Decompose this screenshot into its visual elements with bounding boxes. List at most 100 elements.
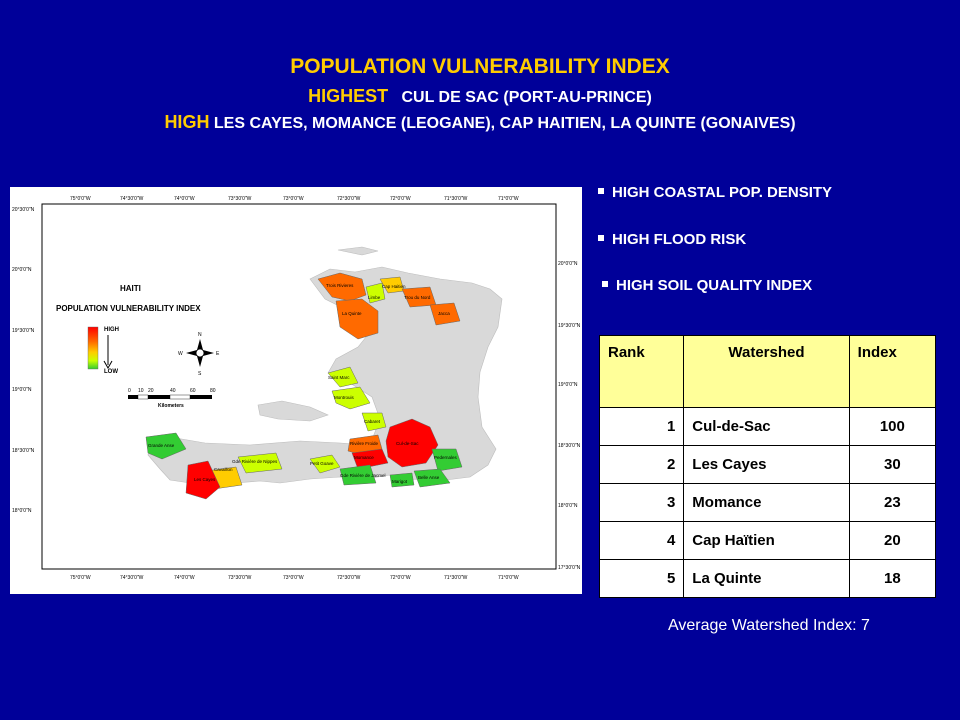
lon-label: 74°0'0"W bbox=[174, 575, 195, 581]
scale-label: 20 bbox=[148, 388, 154, 394]
watershed-belle-anse bbox=[413, 468, 451, 488]
watershed-momance bbox=[351, 448, 389, 470]
bullet-item: HIGH SOIL QUALITY INDEX bbox=[602, 277, 812, 294]
watershed-saint-marc bbox=[327, 366, 359, 388]
watershed-petit-goave bbox=[309, 454, 341, 474]
legend-arrow-head bbox=[103, 360, 113, 370]
compass-icon: N S E W bbox=[178, 332, 220, 377]
lat-label: 20°30'0"N bbox=[12, 207, 35, 213]
lon-label: 73°30'0"W bbox=[228, 196, 252, 202]
lat-label: 19°0'0"N bbox=[558, 382, 578, 388]
watershed-les-cayes bbox=[185, 460, 221, 500]
watershed-limbe bbox=[365, 282, 386, 304]
lon-label: 72°0'0"W bbox=[390, 575, 411, 581]
watershed-trois-rivieres bbox=[317, 272, 367, 302]
high-line: HIGH LES CAYES, MOMANCE (LEOGANE), CAP H… bbox=[0, 112, 960, 133]
watershed-marigot bbox=[389, 472, 415, 488]
lon-label: 71°30'0"W bbox=[444, 196, 468, 202]
scale-label: 80 bbox=[210, 388, 216, 394]
map-country-label: HAITI bbox=[120, 284, 141, 293]
lon-label: 75°0'0"W bbox=[70, 575, 91, 581]
lat-label: 19°0'0"N bbox=[12, 387, 32, 393]
high-text: LES CAYES, MOMANCE (LEOGANE), CAP HAITIE… bbox=[213, 115, 796, 132]
compass-w: W bbox=[178, 351, 183, 357]
cell-watershed: Momance bbox=[683, 483, 850, 522]
lon-label: 74°30'0"W bbox=[120, 196, 144, 202]
label-trou-du-nord: Trou du Nord bbox=[404, 295, 431, 300]
highest-label: HIGHEST bbox=[308, 86, 389, 106]
lon-label: 73°30'0"W bbox=[228, 575, 252, 581]
label-pedernales: Pedernales bbox=[434, 455, 458, 460]
label-trois-rivieres: Trois Rivieres bbox=[326, 283, 354, 288]
cell-watershed: Les Cayes bbox=[683, 445, 850, 484]
table-row: 2 Les Cayes 30 bbox=[598, 445, 937, 484]
watersheds bbox=[145, 272, 463, 500]
watershed-nippes bbox=[237, 452, 283, 474]
label-cul-de-sac: Cul-de-Sac bbox=[396, 441, 419, 446]
lat-label: 19°30'0"N bbox=[12, 328, 35, 334]
label-jacmel: Gde Rivière de Jacmel bbox=[340, 473, 386, 478]
bullet-item: HIGH FLOOD RISK bbox=[598, 231, 746, 248]
label-montrouis: Montrouis bbox=[334, 395, 355, 400]
label-cap-haitien: Cap Haitien bbox=[382, 284, 406, 289]
lat-label: 17°30'0"N bbox=[558, 565, 581, 571]
lon-label: 72°30'0"W bbox=[337, 196, 361, 202]
cell-rank: 2 bbox=[598, 445, 685, 484]
lat-labels-left: 20°30'0"N 20°0'0"N 19°30'0"N 19°0'0"N 18… bbox=[12, 207, 35, 514]
header-rank: Rank bbox=[598, 335, 685, 408]
label-marigot: Marigot bbox=[392, 479, 408, 484]
high-label: HIGH bbox=[164, 112, 210, 132]
label-jacca: Jacca bbox=[438, 311, 450, 316]
watershed-table: Rank Watershed Index 1 Cul-de-Sac 100 2 … bbox=[598, 335, 937, 598]
lat-label: 20°0'0"N bbox=[12, 267, 32, 273]
tortuga-island bbox=[337, 246, 379, 256]
label-la-quinte: La Quinte bbox=[342, 311, 362, 316]
label-cabaret: Cabaret bbox=[364, 419, 381, 424]
lat-label: 18°0'0"N bbox=[558, 503, 578, 509]
cell-rank: 1 bbox=[598, 407, 685, 446]
cell-watershed: Cap Haïtien bbox=[683, 521, 850, 560]
label-limbe: Limbe bbox=[368, 295, 381, 300]
cell-index: 20 bbox=[848, 521, 937, 560]
label-belle-anse: Belle Anse bbox=[418, 475, 440, 480]
lat-label: 20°0'0"N bbox=[558, 261, 578, 267]
bullet-text: HIGH COASTAL POP. DENSITY bbox=[612, 184, 833, 201]
scale-unit: Kilometers bbox=[158, 403, 184, 409]
lon-label: 72°30'0"W bbox=[337, 575, 361, 581]
label-saint-marc: Saint Marc bbox=[328, 375, 350, 380]
legend-low-label: LOW bbox=[104, 369, 118, 375]
header-watershed: Watershed bbox=[683, 335, 850, 408]
scale-label: 60 bbox=[190, 388, 196, 394]
compass-e: E bbox=[216, 351, 220, 357]
label-riviere-froide: Rivière Froide bbox=[350, 441, 379, 446]
bullet-item: HIGH COASTAL POP. DENSITY bbox=[598, 184, 832, 201]
gonave-island bbox=[257, 400, 329, 422]
watershed-cul-de-sac bbox=[385, 418, 439, 468]
lon-labels-top: 75°0'0"W 74°30'0"W 74°0'0"W 73°30'0"W 73… bbox=[70, 196, 519, 202]
lat-label: 18°0'0"N bbox=[12, 508, 32, 514]
cell-watershed: La Quinte bbox=[683, 559, 850, 598]
label-les-cayes: Les Cayes bbox=[194, 477, 216, 482]
average-index-label: Average Watershed Index: 7 bbox=[668, 617, 870, 634]
watershed-cabaret bbox=[361, 412, 387, 432]
scale-bar: 0 10 20 40 60 80 Kilometers bbox=[128, 388, 216, 409]
watershed-la-quinte bbox=[335, 298, 379, 340]
cell-watershed: Cul-de-Sac bbox=[683, 407, 850, 446]
table-header-row: Rank Watershed Index bbox=[598, 335, 937, 408]
table-row: 1 Cul-de-Sac 100 bbox=[598, 407, 937, 446]
cell-rank: 5 bbox=[598, 559, 685, 598]
lon-label: 71°0'0"W bbox=[498, 196, 519, 202]
bullet-text: HIGH SOIL QUALITY INDEX bbox=[616, 277, 813, 294]
lat-label: 18°30'0"N bbox=[12, 448, 35, 454]
scale-label: 40 bbox=[170, 388, 176, 394]
cell-index: 18 bbox=[848, 559, 937, 598]
cell-rank: 4 bbox=[598, 521, 685, 560]
cell-index: 23 bbox=[848, 483, 937, 522]
watershed-grande-anse bbox=[145, 432, 187, 460]
bullet-text: HIGH FLOOD RISK bbox=[612, 231, 747, 248]
vulnerability-map: 75°0'0"W 74°30'0"W 74°0'0"W 73°30'0"W 73… bbox=[10, 187, 582, 594]
label-grande-anse: Grande Anse bbox=[148, 443, 175, 448]
lon-label: 71°0'0"W bbox=[498, 575, 519, 581]
legend-gradient bbox=[87, 326, 99, 370]
lon-label: 72°0'0"W bbox=[390, 196, 411, 202]
